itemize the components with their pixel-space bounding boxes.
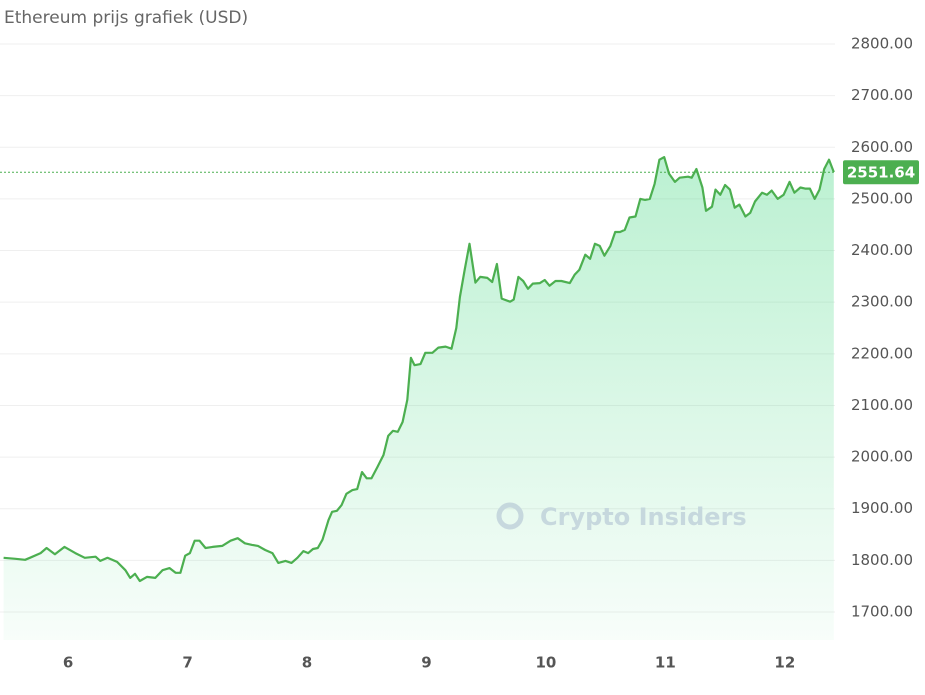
- x-tick-label: 7: [182, 654, 192, 672]
- x-tick-label: 8: [302, 654, 312, 672]
- last-price-label: 2551.64: [847, 164, 915, 182]
- y-tick-label: 2400.00: [851, 241, 913, 259]
- y-tick-label: 1900.00: [851, 499, 913, 517]
- y-tick-label: 2100.00: [851, 396, 913, 414]
- price-line: [3, 156, 835, 583]
- x-tick-label: 12: [774, 654, 795, 672]
- x-tick-label: 11: [655, 654, 676, 672]
- y-tick-label: 2300.00: [851, 293, 913, 311]
- y-tick-label: 2500.00: [851, 189, 913, 207]
- y-tick-label: 2600.00: [851, 138, 913, 156]
- y-tick-label: 2700.00: [851, 86, 913, 104]
- chart-title: Ethereum prijs grafiek (USD): [4, 8, 248, 28]
- y-tick-label: 1700.00: [851, 603, 913, 621]
- y-tick-label: 2000.00: [851, 448, 913, 466]
- y-tick-label: 2200.00: [851, 344, 913, 362]
- y-tick-label: 2800.00: [851, 35, 913, 53]
- x-tick-label: 10: [535, 654, 556, 672]
- area: [3, 157, 834, 640]
- last-price-badge: [843, 160, 919, 185]
- y-tick-label: 1800.00: [851, 551, 913, 569]
- x-tick-label: 6: [63, 654, 73, 672]
- x-tick-label: 9: [421, 654, 431, 672]
